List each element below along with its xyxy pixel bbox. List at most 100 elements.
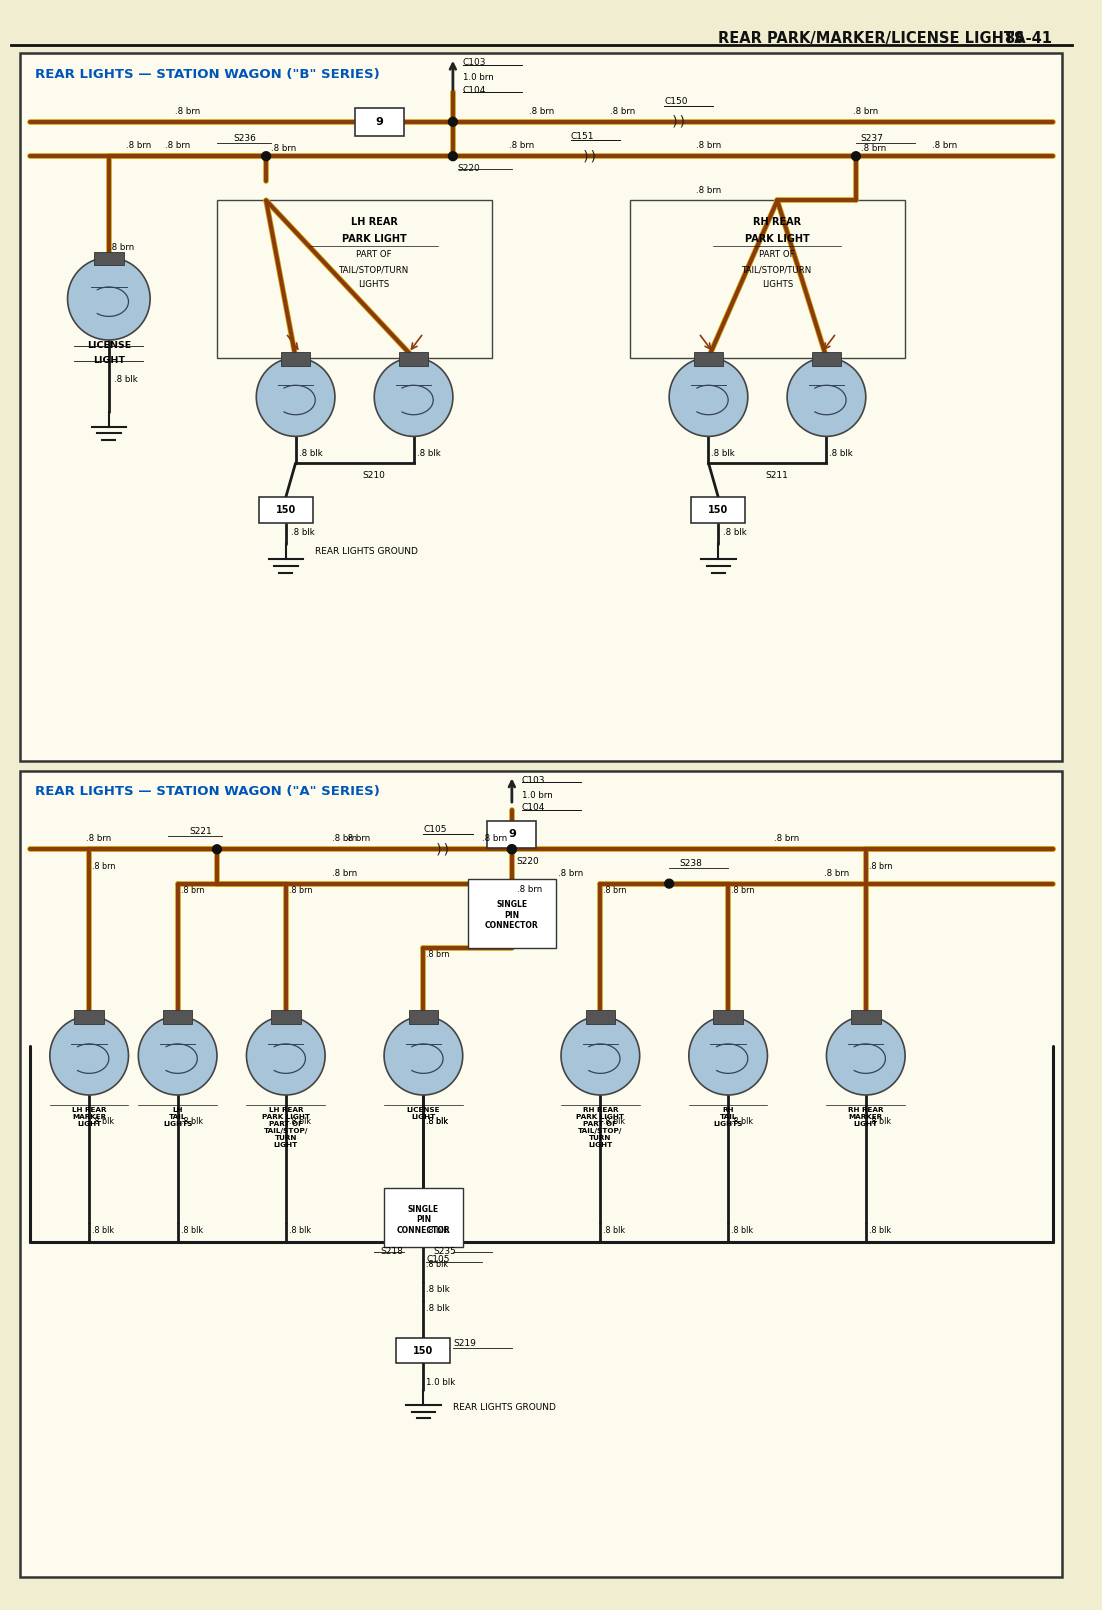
Bar [355,108,403,135]
Text: LIGHTS: LIGHTS [761,280,793,288]
Text: .8 brn: .8 brn [271,145,296,153]
Text: .8 brn: .8 brn [181,887,204,895]
Text: LH REAR
PARK LIGHT
PART OF
TAIL/STOP/
TURN
LIGHT: LH REAR PARK LIGHT PART OF TAIL/STOP/ TU… [262,1106,310,1148]
Circle shape [67,258,150,340]
Circle shape [375,357,453,436]
Bar [94,251,123,266]
Text: .8 brn: .8 brn [345,834,370,844]
Text: .8 brn: .8 brn [731,887,755,895]
Text: .8 blk: .8 blk [114,375,138,385]
Text: 150: 150 [276,506,296,515]
Text: .8 blk: .8 blk [181,1117,203,1127]
Text: REAR PARK/MARKER/LICENSE LIGHTS: REAR PARK/MARKER/LICENSE LIGHTS [719,31,1025,47]
Text: PART OF: PART OF [759,251,796,259]
Text: .8 blk: .8 blk [426,1285,450,1293]
Text: .8 brn: .8 brn [289,887,312,895]
Circle shape [826,1016,905,1095]
Text: )): )) [434,842,452,857]
Text: LH REAR: LH REAR [350,217,398,227]
Text: REAR LIGHTS — STATION WAGON ("A" SERIES): REAR LIGHTS — STATION WAGON ("A" SERIES) [35,786,380,799]
Text: TAIL/STOP/TURN: TAIL/STOP/TURN [339,266,409,274]
Circle shape [787,357,866,436]
Text: .8 blk: .8 blk [289,1225,311,1235]
Text: C103: C103 [521,776,545,786]
Text: C105: C105 [423,824,447,834]
Text: 1.0 brn: 1.0 brn [463,72,494,82]
Text: .8 blk: .8 blk [731,1225,753,1235]
Text: 8A-41: 8A-41 [1005,31,1052,47]
Circle shape [561,1016,639,1095]
Text: .8 blk: .8 blk [868,1225,890,1235]
Text: .8 blk: .8 blk [603,1225,626,1235]
Text: .8 blk: .8 blk [426,1117,449,1127]
Text: C103: C103 [463,58,486,68]
Text: .8 brn: .8 brn [93,861,116,871]
Text: S238: S238 [679,860,702,868]
Text: .8 brn: .8 brn [775,834,800,844]
Bar [713,1011,743,1024]
Text: .8 brn: .8 brn [559,869,583,877]
Text: PARK LIGHT: PARK LIGHT [342,233,407,243]
Text: .8 brn: .8 brn [861,145,886,153]
Text: C105: C105 [426,1256,450,1264]
Text: S220: S220 [457,164,480,172]
Text: C150: C150 [665,97,688,106]
Text: S220: S220 [517,857,540,866]
Circle shape [139,1016,217,1095]
Bar [467,879,557,948]
Text: .8 blk: .8 blk [299,449,322,457]
Text: C104: C104 [521,803,545,813]
Bar [397,1338,451,1364]
Bar [487,821,537,848]
Text: PARK LIGHT: PARK LIGHT [745,233,810,243]
Text: .8 brn: .8 brn [126,142,151,150]
Bar [217,200,493,357]
Text: LH REAR
MARKER
LIGHT: LH REAR MARKER LIGHT [72,1106,107,1127]
Circle shape [247,1016,325,1095]
Text: S221: S221 [190,828,212,837]
Text: RH REAR
MARKER
LIGHT: RH REAR MARKER LIGHT [849,1106,884,1127]
Circle shape [507,845,517,853]
Text: .8 brn: .8 brn [529,106,554,116]
Bar [75,1011,104,1024]
Text: 150: 150 [709,506,728,515]
Text: .8 blk: .8 blk [830,449,853,457]
Text: S211: S211 [766,470,789,480]
Bar [585,1011,615,1024]
Text: .8 blk: .8 blk [93,1117,115,1127]
Text: .8 brn: .8 brn [175,106,201,116]
Text: .8 brn: .8 brn [483,834,508,844]
Text: .8 brn: .8 brn [611,106,636,116]
Bar [399,353,429,365]
Bar [281,353,311,365]
Text: .8 brn: .8 brn [868,861,893,871]
Circle shape [50,1016,129,1095]
Text: S235: S235 [433,1248,456,1256]
Text: 1.0 brn: 1.0 brn [521,791,552,800]
Text: RH REAR: RH REAR [754,217,801,227]
Bar [812,353,841,365]
Text: .8 blk: .8 blk [426,1117,449,1127]
Text: .8 brn: .8 brn [695,185,721,195]
Text: LICENSE: LICENSE [87,341,131,349]
Circle shape [257,357,335,436]
Circle shape [213,845,222,853]
Text: .8 brn: .8 brn [823,869,849,877]
Text: 1.0 blk: 1.0 blk [426,1378,455,1386]
Text: .8 brn: .8 brn [165,142,191,150]
Text: 9: 9 [375,118,383,127]
Bar [20,53,1062,762]
Text: .8 brn: .8 brn [509,142,534,150]
Text: )): )) [671,114,688,129]
Bar [851,1011,880,1024]
Text: .8 blk: .8 blk [712,449,735,457]
Text: REAR LIGHTS GROUND: REAR LIGHTS GROUND [315,547,418,557]
Bar [163,1011,193,1024]
Text: .8 blk: .8 blk [731,1117,753,1127]
Text: S218: S218 [381,1248,403,1256]
Bar [259,497,313,523]
Bar [691,497,745,523]
Bar [694,353,723,365]
Text: .8 brn: .8 brn [86,834,111,844]
Text: .8 blk: .8 blk [426,1225,449,1235]
